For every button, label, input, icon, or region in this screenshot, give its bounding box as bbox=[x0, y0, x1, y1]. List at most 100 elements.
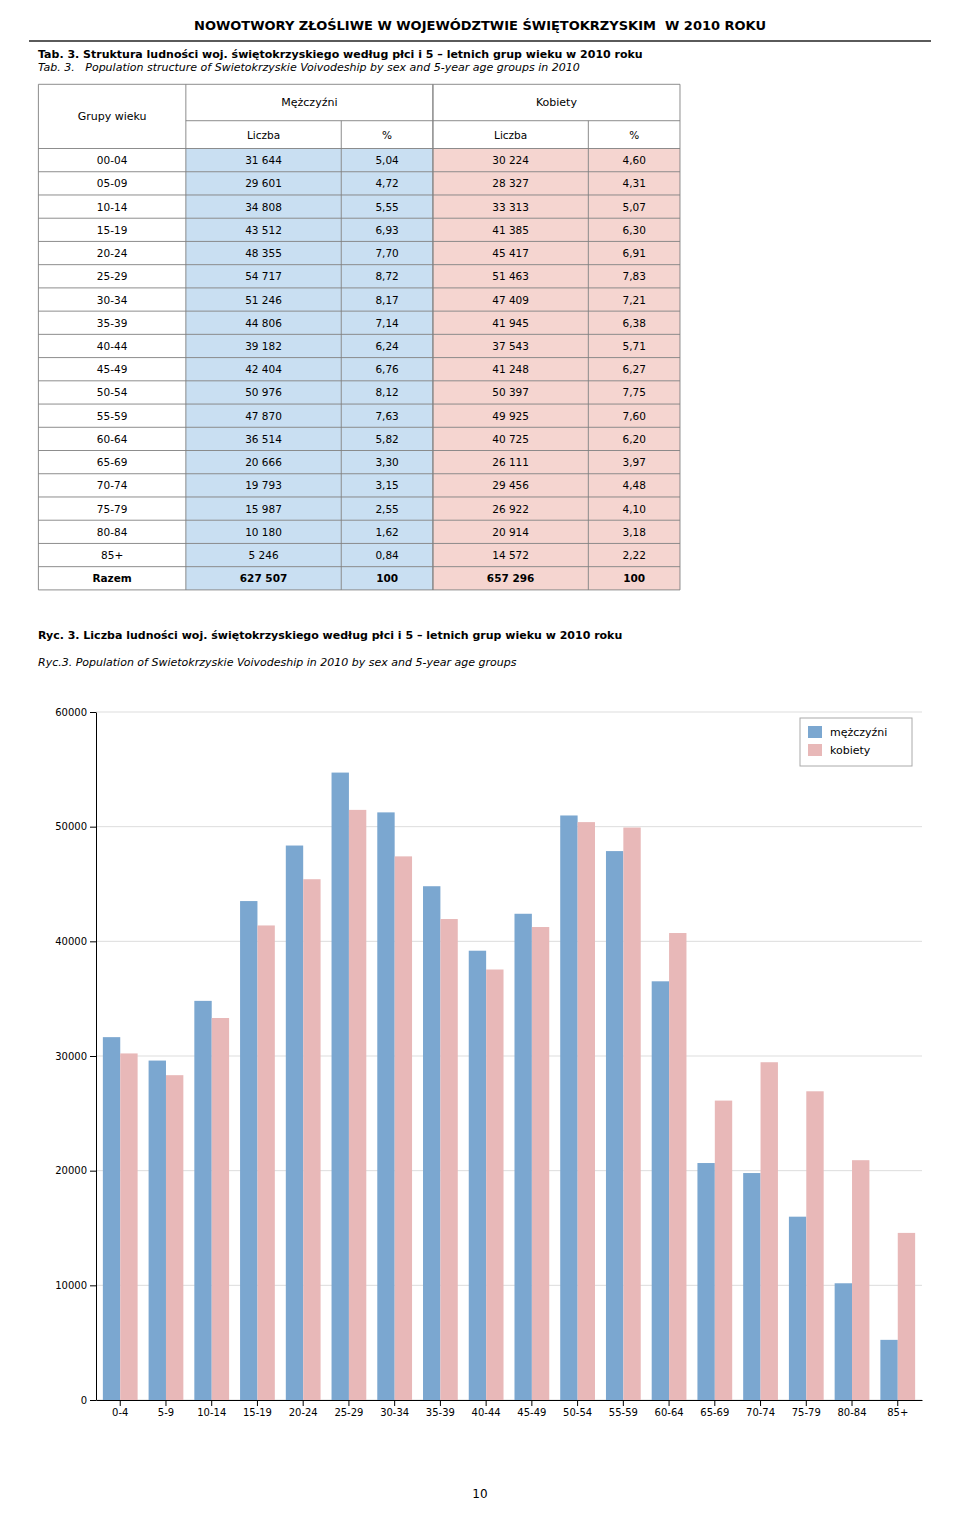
grid bbox=[96, 712, 922, 1400]
x-tick-label: 75-79 bbox=[792, 1407, 821, 1418]
table-count: 43 512 bbox=[245, 224, 282, 236]
x-tick-mark bbox=[303, 1400, 304, 1406]
table-header: Mężczyźni bbox=[281, 96, 337, 109]
table-share: 6,20 bbox=[622, 433, 645, 445]
table-share: 5,82 bbox=[375, 433, 398, 445]
table-count: 30 224 bbox=[492, 154, 529, 166]
x-tick: 30-34 bbox=[380, 1400, 409, 1418]
y-tick: 60000 bbox=[55, 707, 96, 718]
table-cell: 10-14 bbox=[38, 195, 185, 218]
cell-background bbox=[588, 381, 680, 404]
table-count: 20 914 bbox=[492, 526, 529, 538]
cell-background bbox=[38, 543, 185, 566]
table-cell: 54 717 bbox=[186, 265, 341, 288]
x-tick: 0-4 bbox=[112, 1400, 128, 1418]
bar bbox=[789, 1217, 806, 1400]
row-label: 20-24 bbox=[97, 247, 128, 259]
table-subheader: % bbox=[629, 129, 639, 141]
cell-background bbox=[433, 172, 588, 195]
table-cell: 5,55 bbox=[341, 195, 433, 218]
cell-background bbox=[588, 195, 680, 218]
table-share: 8,12 bbox=[375, 386, 398, 398]
table-cell: 50 976 bbox=[186, 381, 341, 404]
table-cell: 85+ bbox=[38, 543, 185, 566]
cell-background bbox=[38, 288, 185, 311]
table-count: 33 313 bbox=[492, 201, 529, 213]
table-cell: 3,30 bbox=[341, 451, 433, 474]
table-border bbox=[38, 589, 680, 590]
table-cell: Razem bbox=[38, 567, 185, 590]
table-cell: 3,97 bbox=[588, 451, 680, 474]
table-cell: 20-24 bbox=[38, 241, 185, 264]
table-share: 7,63 bbox=[375, 410, 398, 422]
bar bbox=[606, 851, 623, 1400]
x-tick-mark bbox=[852, 1400, 853, 1406]
table-share: 8,17 bbox=[375, 294, 398, 306]
table-share: 3,15 bbox=[375, 479, 398, 491]
bar bbox=[697, 1163, 714, 1400]
y-tick-mark bbox=[90, 941, 96, 942]
table-border bbox=[38, 334, 680, 335]
table-cell: 7,70 bbox=[341, 241, 433, 264]
cell-background bbox=[341, 474, 433, 497]
table-cell: 00-04 bbox=[38, 149, 185, 172]
x-tick-label: 65-69 bbox=[700, 1407, 729, 1418]
table-cell: 42 404 bbox=[186, 358, 341, 381]
y-axis: 0100002000030000400005000060000 bbox=[55, 707, 96, 1406]
table-border bbox=[38, 404, 680, 405]
bar bbox=[332, 773, 349, 1400]
table-cell: 50 397 bbox=[433, 381, 588, 404]
table-cell: 627 507 bbox=[186, 567, 341, 590]
x-tick-label: 35-39 bbox=[426, 1407, 455, 1418]
cell-background bbox=[341, 149, 433, 172]
page-title: NOWOTWORY ZŁOŚLIWE W WOJEWÓDZTWIE ŚWIĘTO… bbox=[194, 18, 766, 33]
table-share: 6,76 bbox=[375, 363, 399, 375]
x-tick-mark bbox=[897, 1400, 898, 1406]
cell-background bbox=[186, 404, 341, 427]
table-count: 627 507 bbox=[240, 572, 288, 584]
x-tick: 45-49 bbox=[517, 1400, 546, 1418]
cell-background bbox=[38, 451, 185, 474]
x-tick: 10-14 bbox=[197, 1400, 226, 1418]
table-border bbox=[185, 84, 186, 590]
cell-background bbox=[588, 543, 680, 566]
cell-background bbox=[433, 84, 680, 120]
cell-background bbox=[341, 567, 433, 590]
table-cell: 30 224 bbox=[433, 149, 588, 172]
cell-background bbox=[186, 381, 341, 404]
table-share: 3,18 bbox=[622, 526, 645, 538]
table-cell: 45-49 bbox=[38, 358, 185, 381]
table-count: 50 976 bbox=[245, 386, 282, 398]
cell-background bbox=[433, 474, 588, 497]
x-tick-mark bbox=[669, 1400, 670, 1406]
table-share: 3,30 bbox=[375, 456, 398, 468]
bar bbox=[149, 1061, 166, 1400]
cell-background bbox=[588, 288, 680, 311]
table-share: 6,38 bbox=[622, 317, 645, 329]
y-tick-label: 50000 bbox=[55, 821, 87, 832]
x-tick: 25-29 bbox=[334, 1400, 363, 1418]
table-cell: 5,82 bbox=[341, 427, 433, 450]
table-cell: % bbox=[341, 121, 433, 149]
table-count: 47 409 bbox=[492, 294, 529, 306]
cell-background bbox=[38, 497, 185, 520]
cell-background bbox=[38, 474, 185, 497]
table-count: 26 111 bbox=[492, 456, 529, 468]
x-tick-label: 85+ bbox=[887, 1407, 908, 1418]
cell-background bbox=[433, 543, 588, 566]
table-count: 41 248 bbox=[492, 363, 529, 375]
x-axis: 0-45-910-1415-1920-2425-2930-3435-3940-4… bbox=[97, 1400, 923, 1418]
table-count: 15 987 bbox=[245, 503, 282, 515]
table-border bbox=[38, 148, 680, 149]
table-share: 4,60 bbox=[622, 154, 645, 166]
table-cell: 20 914 bbox=[433, 520, 588, 543]
y-tick-label: 20000 bbox=[55, 1165, 87, 1176]
y-tick-label: 0 bbox=[81, 1395, 87, 1406]
y-tick: 30000 bbox=[55, 1051, 96, 1062]
table-count: 37 543 bbox=[492, 340, 529, 352]
y-tick-label: 10000 bbox=[55, 1280, 87, 1291]
y-tick-mark bbox=[90, 712, 96, 713]
table-count: 42 404 bbox=[245, 363, 282, 375]
table-cell: 26 111 bbox=[433, 451, 588, 474]
cell-background bbox=[186, 427, 341, 450]
